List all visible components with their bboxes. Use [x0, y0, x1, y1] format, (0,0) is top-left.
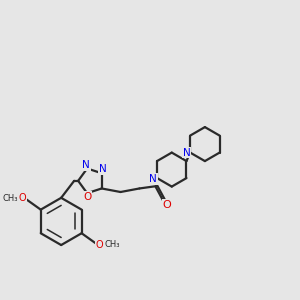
Text: CH₃: CH₃	[3, 194, 18, 202]
Text: N: N	[149, 174, 157, 184]
Text: N: N	[82, 160, 90, 170]
Text: N: N	[183, 148, 190, 158]
Text: O: O	[96, 240, 103, 250]
Text: CH₃: CH₃	[104, 240, 120, 249]
Text: O: O	[83, 192, 91, 202]
Text: N: N	[99, 164, 107, 175]
Text: O: O	[19, 193, 26, 203]
Text: O: O	[163, 200, 172, 210]
